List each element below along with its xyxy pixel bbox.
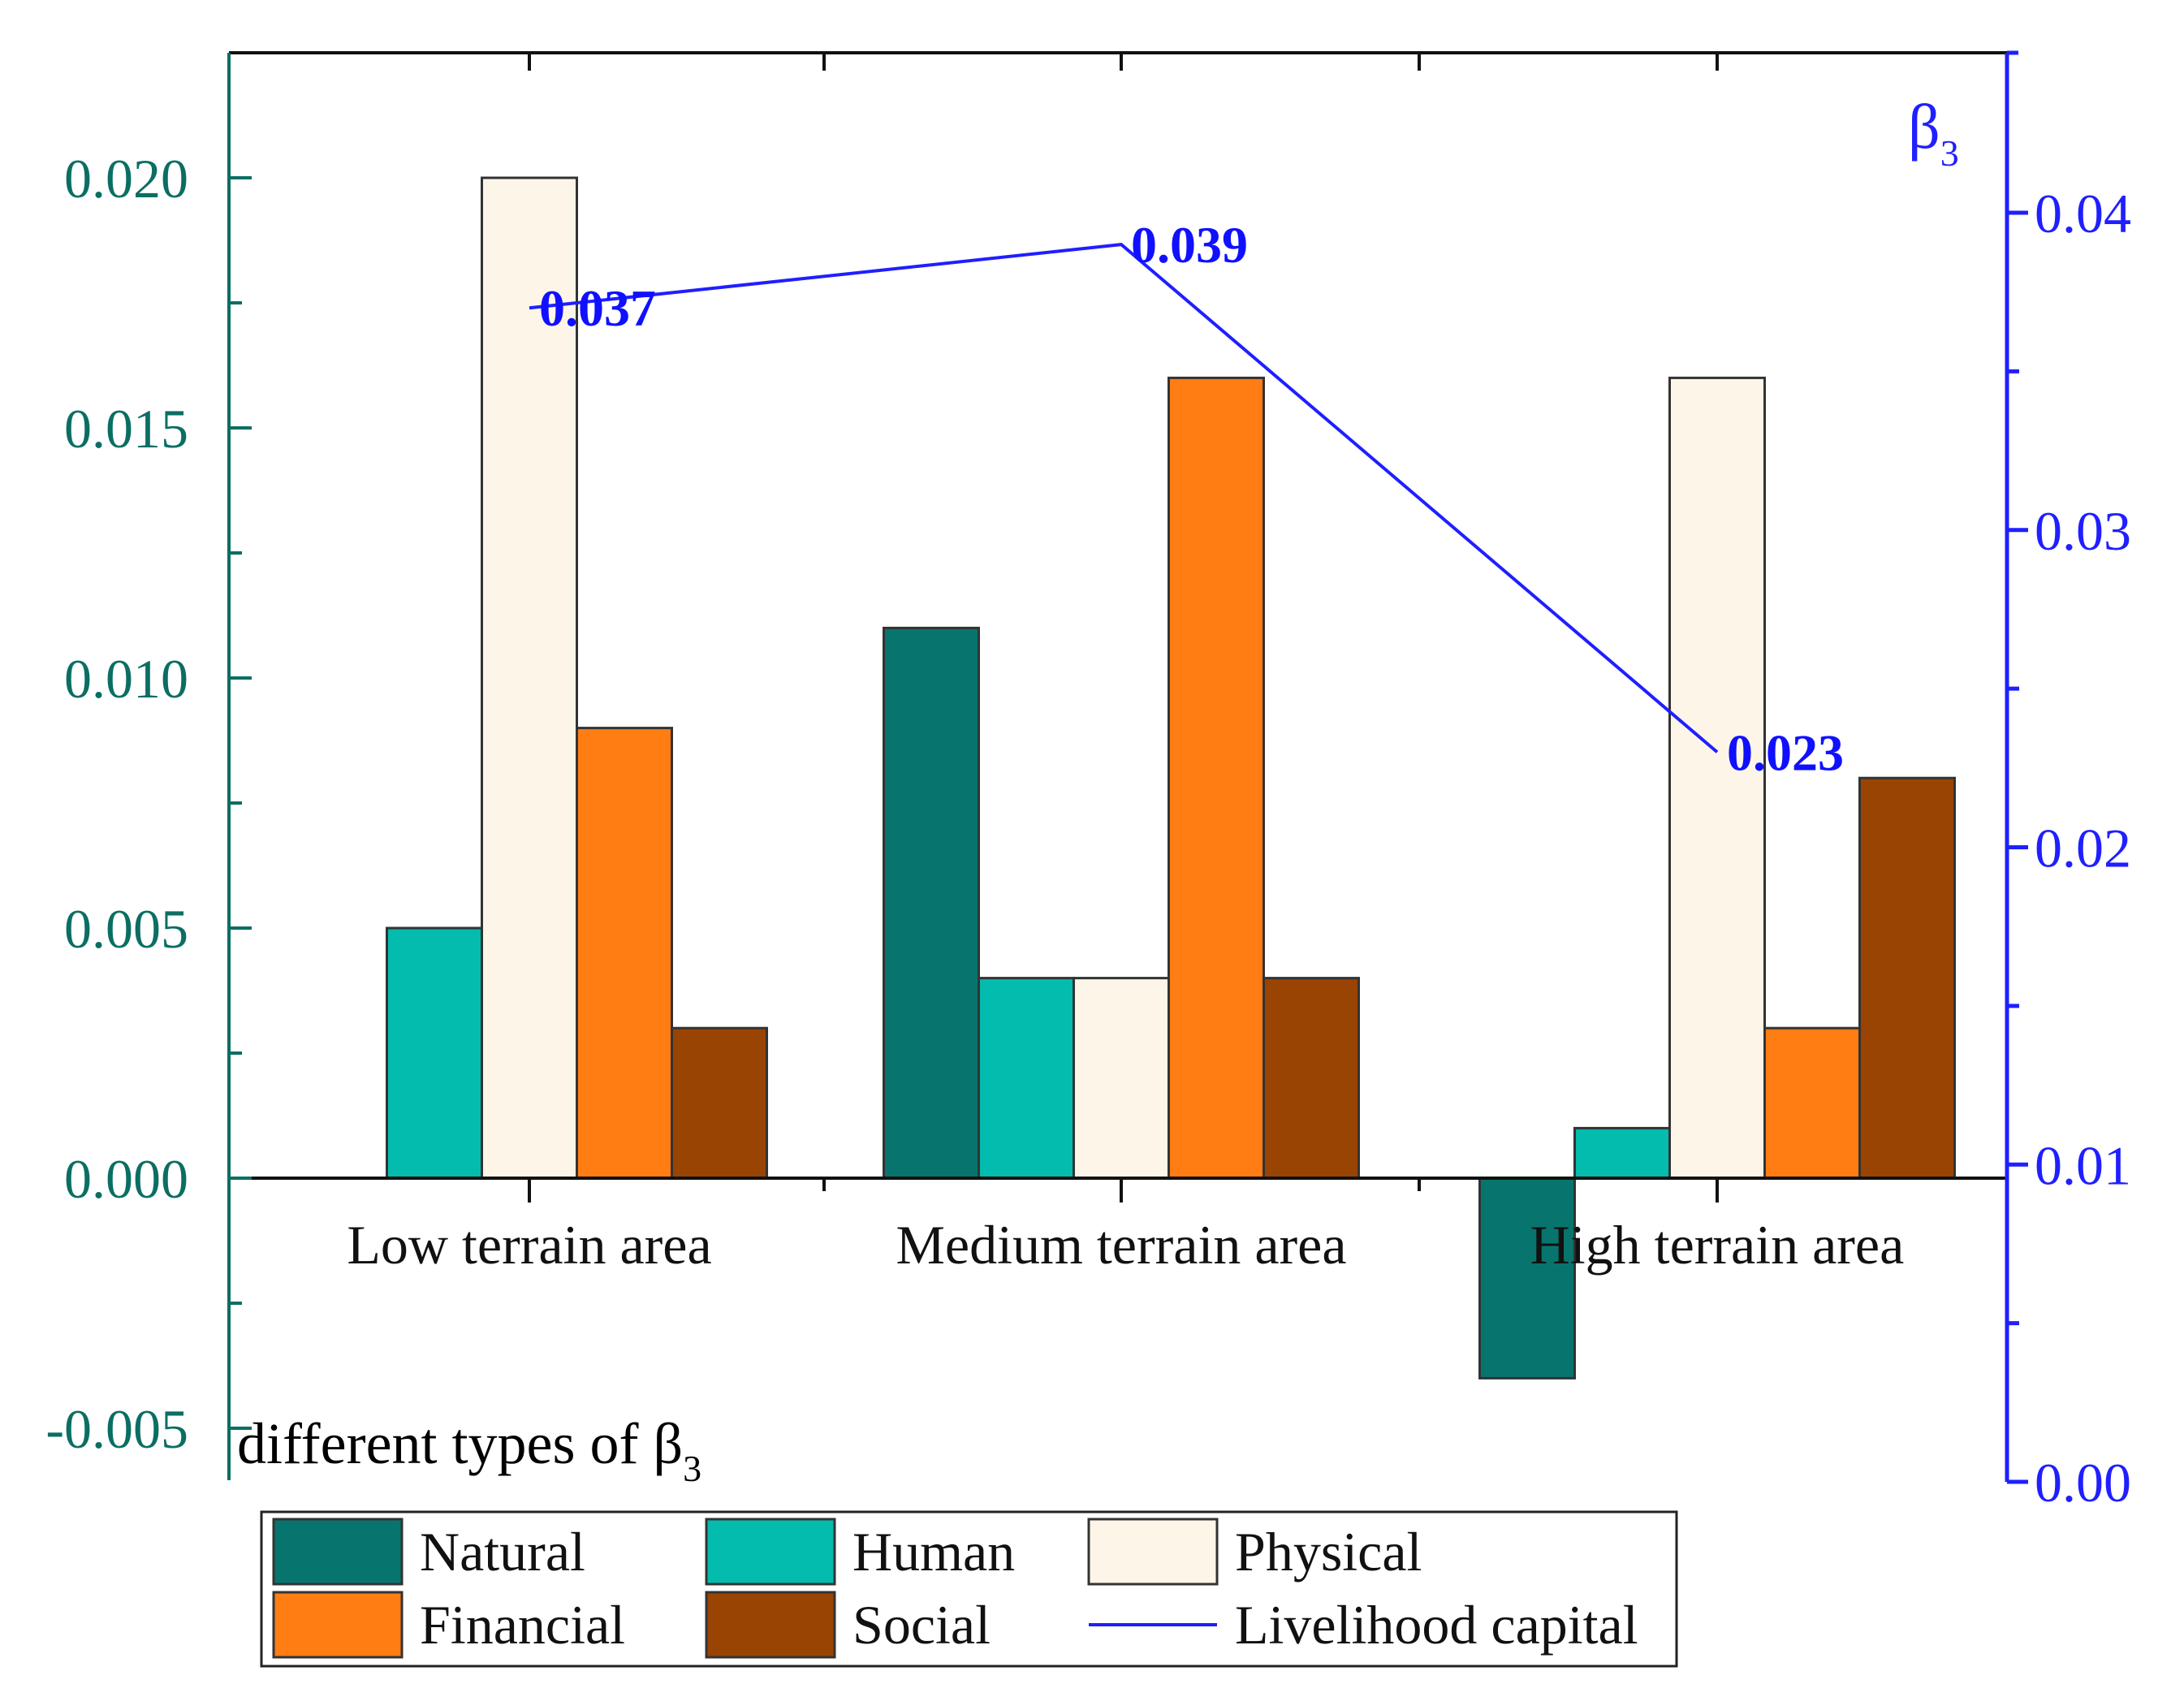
bar-financial-1 — [1168, 376, 1265, 1180]
x-axis-title: different types of β3 — [237, 1411, 701, 1489]
bar-natural-2 — [1478, 1177, 1576, 1380]
right-tick-label: 0.03 — [2035, 500, 2131, 562]
bar-financial-2 — [1763, 1026, 1861, 1180]
bar-human-2 — [1573, 1126, 1671, 1180]
legend: Natural Human Physical Financial Social Livel… — [260, 1510, 1678, 1668]
right-tick-label: 0.00 — [2035, 1452, 2131, 1513]
legend-label-social: Social — [852, 1594, 991, 1656]
legend-swatch-natural — [272, 1518, 404, 1586]
left-tick-label: 0.005 — [64, 898, 188, 960]
legend-swatch-social — [705, 1591, 836, 1659]
x-axis-title-subscript: 3 — [683, 1448, 701, 1489]
bar-social-1 — [1262, 977, 1360, 1180]
left-tick-label: -0.005 — [45, 1398, 188, 1460]
bar-social-2 — [1858, 776, 1956, 1180]
livelihood-capital-data-label: 0.023 — [1727, 723, 1844, 781]
x-tick-label: Low terrain area — [347, 1214, 711, 1276]
right-axis-title-subscript: 3 — [1940, 132, 1959, 174]
bars-layer — [386, 176, 1956, 1380]
bar-physical-1 — [1073, 977, 1170, 1180]
legend-box — [260, 1510, 1678, 1668]
left-tick-label: 0.010 — [64, 648, 188, 710]
axes-layer: -0.005 0.000 0.005 0.010 0.015 0.020 0.00 0.01 0… — [45, 50, 2131, 1513]
right-tick-label: 0.02 — [2035, 818, 2131, 879]
x-axis-title-text: different types of β — [237, 1411, 683, 1476]
livelihood-capital-line — [529, 242, 1719, 754]
bar-natural-1 — [883, 626, 980, 1180]
right-axis-title-symbol: β — [1908, 91, 1940, 162]
right-axis-title: β3 — [1908, 91, 1959, 174]
legend-label-financial: Financial — [420, 1594, 625, 1656]
left-tick-label: 0.000 — [64, 1148, 188, 1210]
x-tick-label: High terrain area — [1530, 1214, 1905, 1276]
bar-physical-0 — [481, 176, 578, 1180]
legend-label-human: Human — [852, 1521, 1015, 1583]
bar-physical-2 — [1668, 376, 1766, 1180]
legend-swatch-financial — [272, 1591, 404, 1659]
livelihood-capital-data-label: 0.039 — [1131, 216, 1248, 274]
legend-label-natural: Natural — [420, 1521, 585, 1583]
legend-swatch-physical — [1087, 1518, 1219, 1586]
labels-layer: Low terrain area Medium terrain area High … — [237, 1214, 1904, 1489]
bar-financial-0 — [576, 727, 673, 1180]
bar-human-1 — [978, 977, 1075, 1180]
bar-social-0 — [671, 1026, 768, 1180]
line-layer: 0.037 0.039 0.023 — [529, 216, 1844, 781]
left-tick-label: 0.015 — [64, 398, 188, 460]
right-tick-label: 0.04 — [2035, 183, 2131, 244]
legend-label-physical: Physical — [1235, 1521, 1422, 1583]
legend-swatch-human — [705, 1518, 836, 1586]
left-tick-label: 0.020 — [64, 148, 188, 209]
bar-human-0 — [386, 926, 483, 1180]
legend-label-livelihood-capital: Livelihood capital — [1235, 1594, 1638, 1656]
x-tick-label: Medium terrain area — [896, 1214, 1346, 1276]
right-tick-label: 0.01 — [2035, 1134, 2131, 1196]
livelihood-capital-data-label: 0.037 — [539, 279, 656, 337]
